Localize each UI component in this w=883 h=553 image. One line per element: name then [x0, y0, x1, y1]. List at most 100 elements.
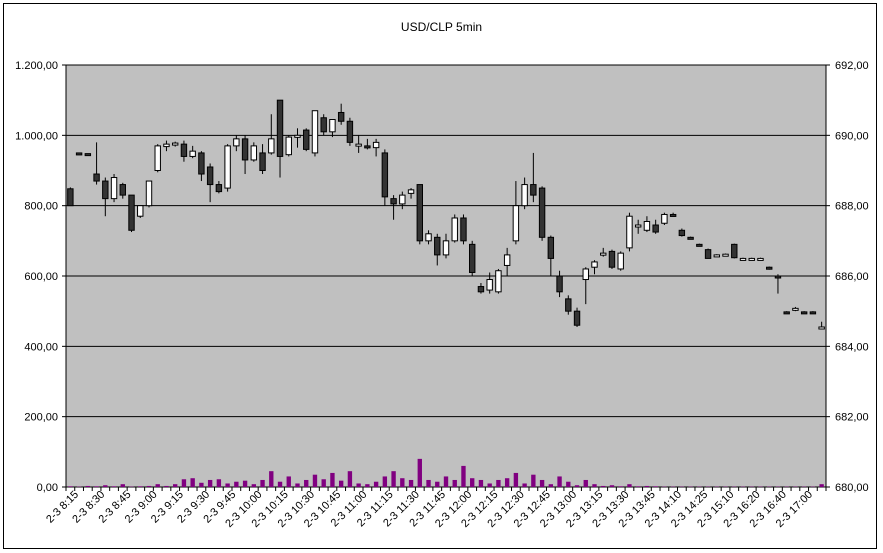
volume-bar: [653, 486, 658, 487]
candle-body: [731, 243, 738, 259]
volume-bar: [592, 484, 597, 487]
volume-bar: [574, 485, 580, 487]
y-right-tick-label: 684,00: [835, 341, 869, 353]
candle-body: [294, 134, 301, 138]
candle-body: [792, 307, 799, 311]
volume-bar: [321, 479, 326, 487]
candle-body: [163, 143, 170, 148]
volume-bar: [470, 478, 475, 487]
candle-body: [93, 173, 100, 182]
y-right-tick-label: 690,00: [835, 130, 869, 142]
volume-bar: [522, 483, 527, 487]
volume-bar: [400, 478, 405, 487]
candle-body: [739, 257, 747, 261]
candle-body: [407, 189, 415, 194]
candle-body: [206, 166, 214, 186]
candle-body: [591, 261, 598, 268]
candle-body: [538, 187, 546, 238]
candle-body: [268, 138, 275, 154]
candle-body: [75, 152, 83, 156]
candle-body: [189, 150, 196, 157]
candle-body: [530, 184, 537, 196]
candle-body: [67, 188, 74, 207]
candle-body: [512, 205, 520, 242]
volume-bar: [164, 485, 169, 487]
volume-bar: [426, 479, 431, 487]
y-right-tick-label: 682,00: [835, 412, 869, 424]
candle-body: [416, 184, 424, 242]
candle-body: [617, 252, 624, 270]
volume-bar: [461, 465, 466, 487]
volume-bar: [199, 482, 204, 487]
candle-body: [276, 99, 284, 157]
candle-body: [582, 268, 589, 281]
candle-body: [364, 145, 371, 149]
y-left-tick-label: 400,00: [24, 341, 58, 353]
y-left-tick-label: 600,00: [24, 271, 58, 283]
candle-body: [521, 184, 528, 207]
volume-bar: [242, 480, 248, 487]
volume-bar: [417, 458, 422, 487]
volume-bar: [216, 479, 222, 487]
candle-body: [425, 233, 432, 242]
candle-body: [399, 194, 406, 205]
candle-body: [259, 152, 266, 172]
candle-body: [783, 311, 790, 315]
volume-bar: [251, 484, 256, 487]
candle-body: [250, 145, 258, 161]
candle-body: [390, 198, 397, 205]
volume-bar: [155, 484, 160, 487]
volume-bar: [452, 479, 457, 487]
candle-body: [486, 279, 493, 291]
volume-bar: [566, 481, 571, 487]
candle-body: [285, 136, 292, 156]
candle-body: [661, 213, 668, 224]
candle-body: [320, 117, 327, 133]
candle-body: [757, 257, 764, 261]
candle-body: [329, 119, 336, 133]
volume-bar: [173, 484, 178, 487]
volume-bar: [347, 471, 353, 487]
volume-bar: [312, 474, 318, 487]
volume-bar: [443, 476, 449, 487]
candle-body: [669, 213, 677, 217]
candle-body: [434, 236, 441, 256]
y-left-tick-label: 1.000,00: [15, 130, 58, 142]
candle-body: [346, 120, 354, 143]
volume-bar: [120, 484, 125, 487]
candle-body: [748, 257, 755, 261]
candle-body: [102, 180, 109, 200]
volume-bar: [260, 479, 265, 487]
volume-bar: [557, 476, 562, 487]
volume-bar: [819, 484, 824, 487]
volume-bar: [269, 471, 274, 487]
candle-body: [311, 110, 319, 154]
candle-body: [643, 220, 651, 231]
candle-body: [468, 243, 476, 273]
candle-body: [800, 311, 808, 315]
candle-body: [381, 152, 389, 198]
volume-bar: [373, 481, 379, 487]
candle-body: [442, 240, 450, 256]
volume-bar: [478, 479, 484, 487]
volume-bar: [487, 483, 492, 487]
volume-bar: [601, 485, 606, 487]
y-right-tick-label: 686,00: [835, 271, 869, 283]
volume-bar: [68, 486, 73, 487]
volume-bar: [609, 485, 615, 487]
y-left-tick-label: 800,00: [24, 201, 58, 213]
candle-body: [303, 129, 310, 150]
candle-body: [678, 229, 686, 237]
volume-bar: [382, 476, 388, 487]
volume-bar: [504, 478, 510, 487]
volume-bar: [435, 481, 440, 487]
volume-bar: [583, 479, 588, 487]
volume-bar: [391, 471, 396, 487]
candle-body: [119, 184, 126, 196]
candle-body: [818, 326, 825, 330]
volume-bar: [356, 483, 361, 487]
candle-body: [565, 298, 572, 312]
volume-bar: [330, 472, 335, 487]
volume-bar: [338, 480, 344, 487]
y-left-tick-label: 200,00: [24, 412, 58, 424]
